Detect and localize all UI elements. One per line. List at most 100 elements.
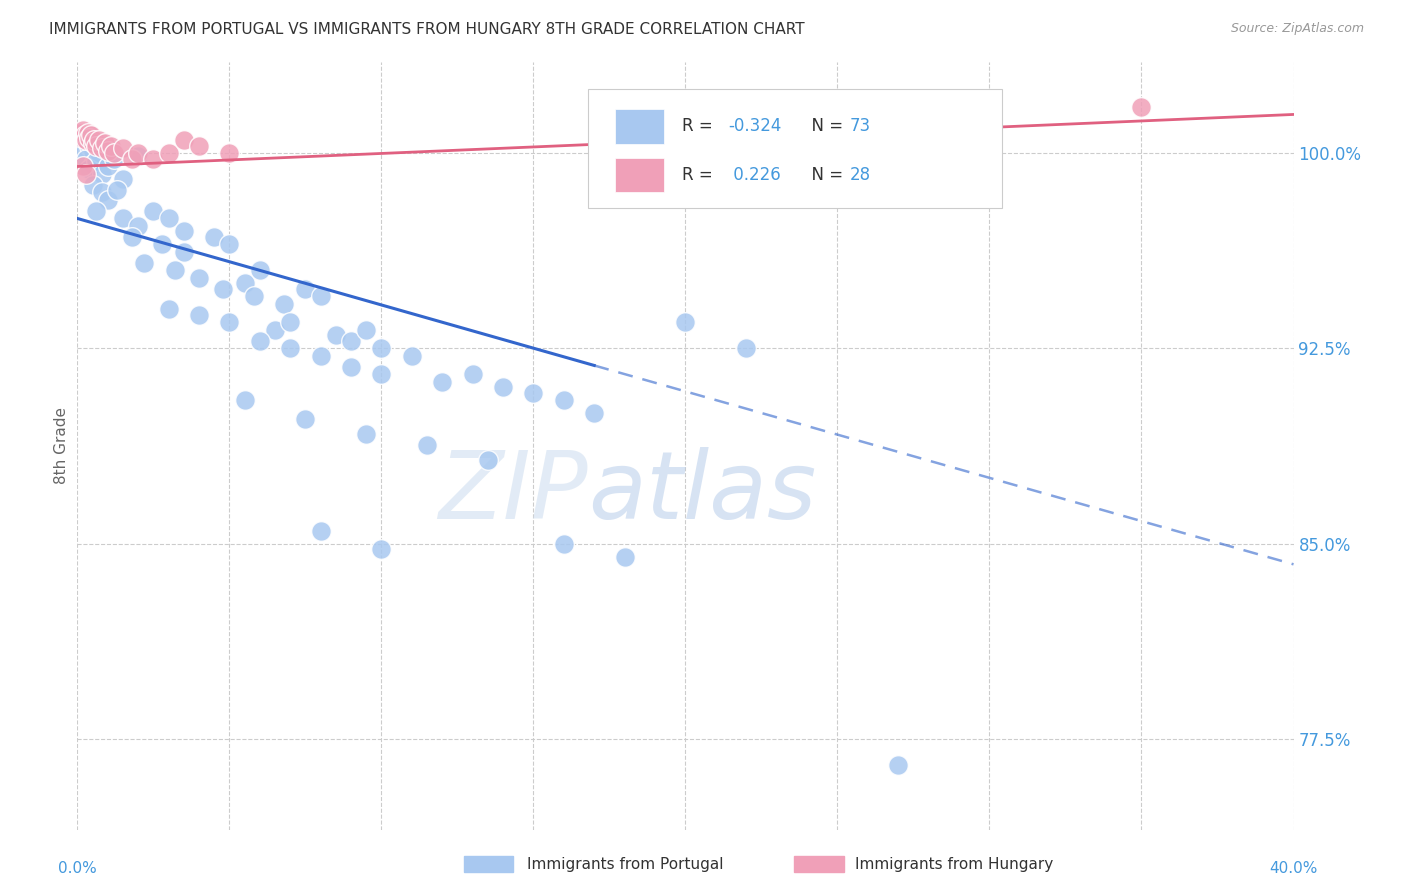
Text: -0.324: -0.324 xyxy=(728,117,782,135)
Point xyxy=(370,541,392,556)
Point xyxy=(127,146,149,161)
Point xyxy=(553,536,575,550)
Point xyxy=(90,186,112,200)
Point xyxy=(340,359,363,374)
Point xyxy=(249,263,271,277)
Point xyxy=(79,131,101,145)
Text: R =: R = xyxy=(682,117,718,135)
Point xyxy=(173,224,195,238)
Point xyxy=(294,411,316,425)
FancyBboxPatch shape xyxy=(614,158,664,193)
Point xyxy=(553,393,575,408)
Point xyxy=(84,138,107,153)
Text: Immigrants from Portugal: Immigrants from Portugal xyxy=(527,857,724,871)
Point xyxy=(157,146,180,161)
Point xyxy=(72,160,94,174)
Text: 0.0%: 0.0% xyxy=(58,861,97,876)
Point xyxy=(233,277,256,291)
Point xyxy=(218,146,240,161)
Point xyxy=(157,211,180,226)
Point xyxy=(82,157,104,171)
Point xyxy=(97,160,120,174)
Text: N =: N = xyxy=(801,166,848,184)
Point xyxy=(152,237,174,252)
Point xyxy=(73,128,96,143)
Point xyxy=(273,297,295,311)
Point xyxy=(492,380,515,394)
Point xyxy=(142,152,165,166)
Point xyxy=(79,138,101,153)
Point xyxy=(309,289,332,303)
Point xyxy=(370,368,392,382)
Point xyxy=(278,316,301,330)
Point xyxy=(173,133,195,147)
Point xyxy=(188,271,211,285)
Point xyxy=(309,349,332,363)
Point xyxy=(370,342,392,356)
Point xyxy=(127,149,149,163)
Point xyxy=(82,144,104,158)
Point xyxy=(82,178,104,192)
Point xyxy=(583,407,606,421)
Point xyxy=(72,141,94,155)
Point xyxy=(121,152,143,166)
Point xyxy=(84,154,107,169)
Point xyxy=(83,133,105,147)
Point xyxy=(75,133,97,147)
Point xyxy=(103,152,125,166)
Point xyxy=(401,349,423,363)
Text: IMMIGRANTS FROM PORTUGAL VS IMMIGRANTS FROM HUNGARY 8TH GRADE CORRELATION CHART: IMMIGRANTS FROM PORTUGAL VS IMMIGRANTS F… xyxy=(49,22,804,37)
Text: R =: R = xyxy=(682,166,718,184)
Point xyxy=(72,123,94,137)
Point xyxy=(134,255,156,269)
Point xyxy=(522,385,544,400)
Point xyxy=(212,282,235,296)
Point xyxy=(354,323,377,337)
Point xyxy=(97,194,120,208)
Point xyxy=(202,229,225,244)
Point xyxy=(77,126,100,140)
Point xyxy=(80,128,103,143)
Point xyxy=(75,152,97,166)
Point xyxy=(675,316,697,330)
Point xyxy=(188,138,211,153)
Text: Source: ZipAtlas.com: Source: ZipAtlas.com xyxy=(1230,22,1364,36)
Point xyxy=(111,141,134,155)
Point xyxy=(416,438,439,452)
Point xyxy=(1130,100,1153,114)
Point xyxy=(75,167,97,181)
Point xyxy=(325,328,347,343)
Point xyxy=(97,144,120,158)
Point xyxy=(75,133,97,147)
Point xyxy=(111,211,134,226)
Point xyxy=(218,316,240,330)
Point xyxy=(100,138,122,153)
Point xyxy=(264,323,287,337)
Point xyxy=(613,549,636,564)
Point xyxy=(127,219,149,234)
Point xyxy=(103,146,125,161)
Point xyxy=(105,183,128,197)
FancyBboxPatch shape xyxy=(614,109,664,144)
Point xyxy=(111,172,134,186)
Point xyxy=(278,342,301,356)
Y-axis label: 8th Grade: 8th Grade xyxy=(53,408,69,484)
Point xyxy=(84,203,107,218)
Point xyxy=(90,167,112,181)
Text: N =: N = xyxy=(801,117,848,135)
Point xyxy=(84,136,107,150)
Point xyxy=(173,245,195,260)
Text: Immigrants from Hungary: Immigrants from Hungary xyxy=(855,857,1053,871)
Point xyxy=(82,136,104,150)
Point xyxy=(142,203,165,218)
Point xyxy=(163,263,186,277)
Point xyxy=(430,376,453,390)
Point xyxy=(87,146,110,161)
Point xyxy=(294,282,316,296)
Text: 28: 28 xyxy=(849,166,870,184)
Point xyxy=(93,136,115,150)
Text: ZIP: ZIP xyxy=(439,447,588,538)
Text: atlas: atlas xyxy=(588,447,817,538)
Point xyxy=(218,237,240,252)
Point xyxy=(157,302,180,317)
